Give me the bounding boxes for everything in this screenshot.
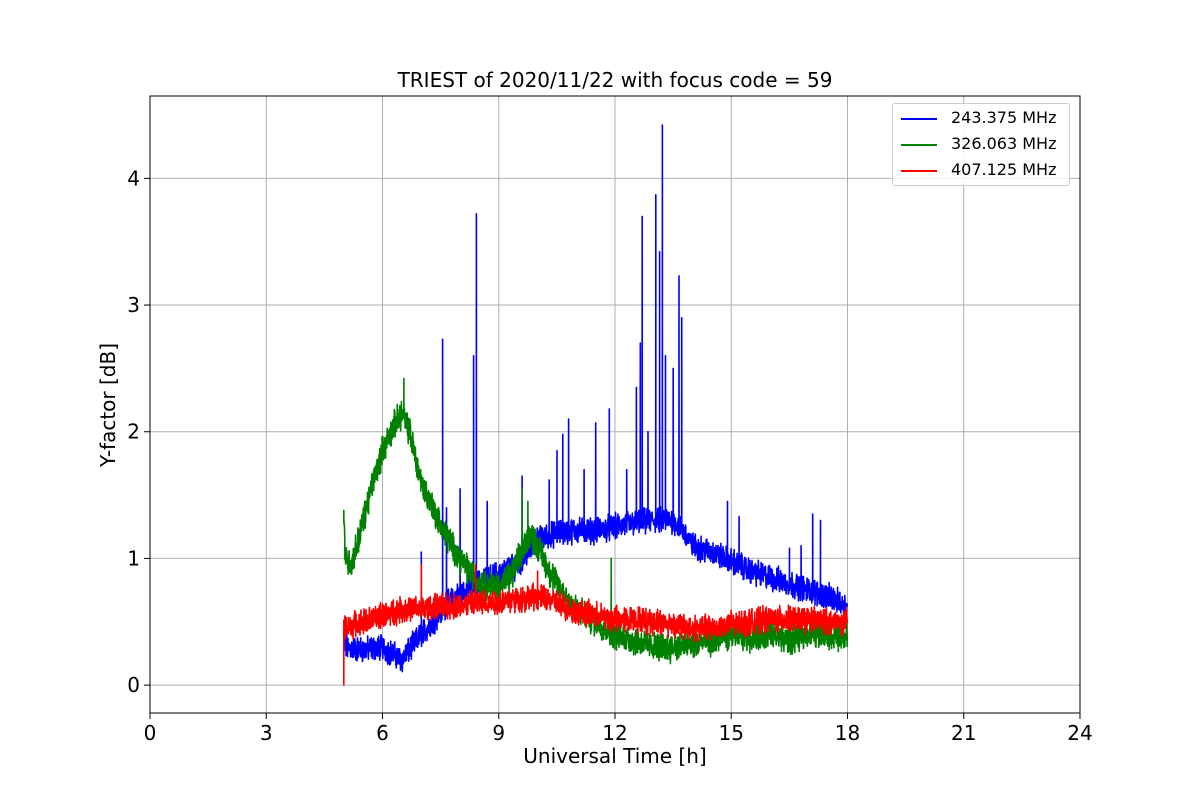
x-tick-label: 21 [951, 721, 976, 745]
x-tick-label: 12 [602, 721, 627, 745]
legend-swatch [901, 170, 937, 172]
x-tick-label: 0 [144, 721, 157, 745]
x-tick-label: 9 [492, 721, 505, 745]
x-tick-label: 3 [260, 721, 273, 745]
chart-title: TRIEST of 2020/11/22 with focus code = 5… [397, 68, 833, 92]
series-line [343, 124, 849, 673]
x-tick-label: 6 [376, 721, 389, 745]
series-line [343, 564, 849, 686]
y-tick-label: 1 [127, 546, 140, 570]
x-tick-label: 15 [719, 721, 744, 745]
legend-entry: 326.063 MHz [893, 132, 1069, 158]
legend-label: 326.063 MHz [951, 134, 1057, 153]
x-axis-label: Universal Time [h] [523, 744, 707, 768]
legend-entry: 243.375 MHz [893, 106, 1069, 132]
y-tick-label: 2 [127, 420, 140, 444]
y-tick-label: 0 [127, 673, 140, 697]
legend-swatch [901, 118, 937, 120]
y-tick-label: 4 [127, 166, 140, 190]
legend-swatch [901, 144, 937, 146]
legend-entry: 407.125 MHz [893, 158, 1069, 184]
series-line [343, 377, 849, 665]
y-tick-label: 3 [127, 293, 140, 317]
x-tick-label: 24 [1067, 721, 1092, 745]
y-axis-label: Y-factor [dB] [96, 342, 120, 468]
legend-label: 243.375 MHz [951, 108, 1057, 127]
x-tick-label: 18 [835, 721, 860, 745]
legend-label: 407.125 MHz [951, 160, 1057, 179]
legend: 243.375 MHz 326.063 MHz 407.125 MHz [892, 103, 1070, 186]
